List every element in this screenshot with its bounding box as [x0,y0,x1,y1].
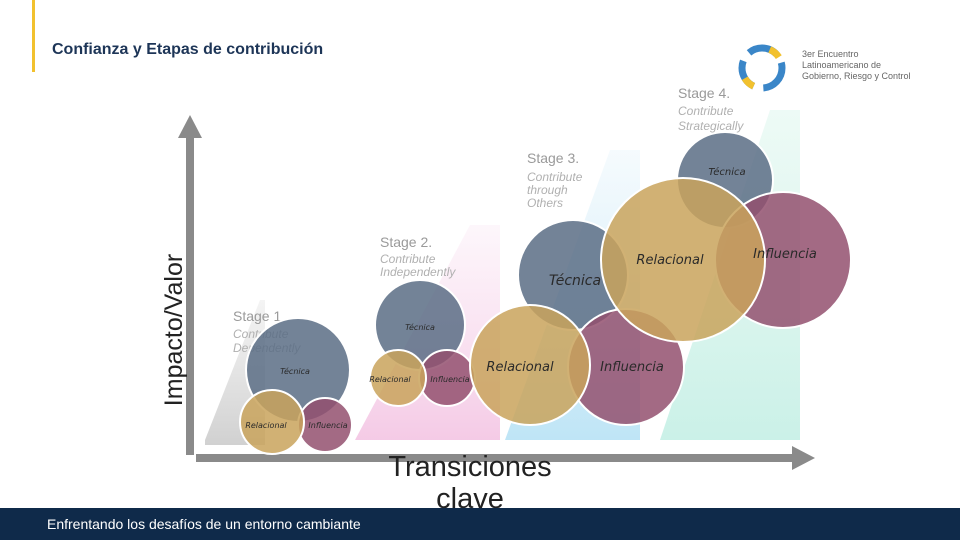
circle-label: Relacional [245,421,287,430]
stage-title: Stage 3. [527,150,579,166]
circle-label: Influencia [753,247,817,262]
circle-label: Relacional [636,253,704,268]
x-axis-label: Transiciones [388,451,551,483]
stage-title: Stage 4. [678,85,730,101]
stage-text: Independently [380,265,456,279]
stage-text: Strategically [678,119,744,133]
circle-relacional [239,389,305,455]
stage-text: Contribute [380,252,436,266]
circle-label: Influencia [308,421,347,430]
stage-text: Contribute [678,104,734,118]
stage-text: through [527,183,568,197]
logo: 3er Encuentro Latinoamericano de Gobiern… [738,44,911,92]
circle-label: Técnica [280,366,310,376]
circle-label: Técnica [549,273,601,289]
clusters [239,131,852,455]
footer-band [0,508,960,540]
stage-title: Stage 1. [233,308,285,324]
circle-label: Influencia [600,360,664,375]
circle-relacional [469,304,591,426]
logo-text: Gobierno, Riesgo y Control [802,71,911,81]
circle-relacional [369,349,427,407]
cluster-labels: Técnica Relacional Influencia Técnica Re… [245,166,817,430]
circle-label: Relacional [369,375,411,384]
circle-relacional [600,177,766,343]
title: Confianza y Etapas de contribución [52,41,323,58]
axes: Impacto/Valor [160,115,815,470]
footer-text: Enfrentando los desafíos de un entorno c… [47,516,361,532]
circle-label: Técnica [708,166,745,178]
circle-label: Técnica [405,322,435,332]
stage-title: Stage 2. [380,234,432,250]
circle-label: Relacional [486,360,554,375]
logo-text: Latinoamericano de [802,60,881,70]
logo-text: 3er Encuentro [802,49,859,59]
stage-text: Contribute [527,170,583,184]
stage-text: Others [527,196,563,210]
accent-bar [32,0,35,72]
circle-label: Influencia [430,375,469,384]
y-axis-label: Impacto/Valor [160,254,188,406]
